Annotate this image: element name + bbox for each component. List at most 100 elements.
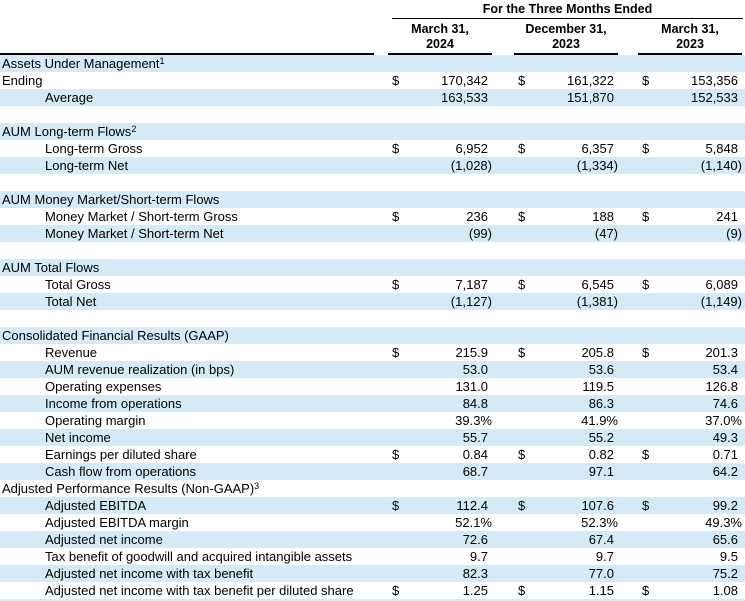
value-cell-period-2: 55.2 [514,429,618,446]
cell-value: 39.3% [455,413,492,428]
row-label-text: Long-term Net [45,158,129,173]
column-gap [618,565,638,582]
value-cell-period-2: (1,334) [514,157,618,174]
currency-symbol [388,429,392,446]
row-label-text: Average [45,90,94,105]
cell-value: 201.3 [705,345,738,360]
value-cell-period-3: 49.3% [638,514,742,531]
currency-symbol [388,242,392,259]
column-gap [492,174,514,191]
cell-value: 65.6 [712,532,738,547]
currency-symbol [514,378,518,395]
cell-value: 77.0 [588,566,614,581]
column-header-period-2: December 31, 2023 [514,19,618,55]
column-gap [492,276,514,293]
currency-symbol [638,157,642,174]
column-header-month: March 31, [411,22,469,36]
value-cell-period-2 [514,174,618,191]
cell-value: 37.0% [705,413,742,428]
row-label-text: AUM revenue realization (in bps) [45,362,235,377]
currency-symbol [388,191,392,208]
cell-value: 188 [592,209,614,224]
currency-symbol [514,89,518,106]
column-gap [618,242,638,259]
cell-value: 68.7 [462,464,488,479]
currency-symbol [638,242,642,259]
currency-symbol [638,55,642,72]
value-cell-period-1: $6,952 [388,140,492,157]
value-cell-period-1: $170,342 [388,72,492,89]
currency-symbol [638,361,642,378]
column-gap [618,259,638,276]
row-label-text: Revenue [45,345,98,360]
currency-symbol: $ [518,447,526,462]
cell-value [738,310,742,327]
row-label: AUM revenue realization (in bps) [0,361,388,378]
row-label-text: Earnings per diluted share [45,447,197,462]
cell-value: 9.7 [595,549,614,564]
column-gap [492,106,514,123]
currency-symbol: $ [392,209,400,224]
column-gap [492,344,514,361]
value-cell-period-3: 126.8 [638,378,742,395]
column-gap [618,361,638,378]
value-cell-period-1: 9.7 [388,548,492,565]
value-cell-period-1: 82.3 [388,565,492,582]
currency-symbol [514,123,518,140]
column-gap [492,582,514,599]
row-label: Long-term Gross [0,140,388,157]
value-cell-period-2 [514,259,618,276]
value-cell-period-2: 77.0 [514,565,618,582]
column-header-year: 2023 [676,37,704,51]
currency-symbol: $ [518,583,526,598]
currency-symbol: $ [392,498,400,513]
column-gap [618,463,638,480]
cell-value: 152,533 [691,90,738,105]
bottom-band [0,599,745,601]
value-cell-period-2: $6,357 [514,140,618,157]
cell-value: 6,545 [581,277,614,292]
value-cell-period-1 [388,259,492,276]
value-cell-period-1: $236 [388,208,492,225]
cell-value: 5,848 [705,141,738,156]
column-gap [618,157,638,174]
cell-value: 6,089 [705,277,738,292]
column-headers-row: March 31, 2024 December 31, 2023 March 3… [0,19,745,55]
value-cell-period-1 [388,106,492,123]
column-gap [492,157,514,174]
cell-value: 6,952 [455,141,488,156]
column-gap [492,208,514,225]
value-cell-period-2: 67.4 [514,531,618,548]
value-cell-period-3 [638,191,742,208]
value-cell-period-1 [388,327,492,344]
value-cell-period-3 [638,259,742,276]
column-gap [492,395,514,412]
value-cell-period-1: $215.9 [388,344,492,361]
cell-value: 49.3 [712,430,738,445]
currency-symbol [638,106,642,123]
currency-symbol [638,548,642,565]
column-gap [492,259,514,276]
currency-symbol [388,310,392,327]
currency-symbol [638,480,642,497]
currency-symbol: $ [392,583,400,598]
table-row: AUM revenue realization (in bps) 53.0 53… [0,361,745,378]
table-row: Total Net (1,127) (1,381) (1,149) [0,293,745,310]
cell-value: 84.8 [462,396,488,411]
column-gap [492,72,514,89]
row-label-text: Operating margin [45,413,146,428]
column-gap [618,140,638,157]
row-label-text: Total Gross [45,277,111,292]
cell-value: 74.6 [712,396,738,411]
currency-symbol: $ [518,209,526,224]
row-label: Long-term Net [0,157,388,174]
row-label: Income from operations [0,395,388,412]
currency-symbol [514,259,518,276]
currency-symbol [388,378,392,395]
value-cell-period-3: 65.6 [638,531,742,548]
value-cell-period-2: 97.1 [514,463,618,480]
table-header: For the Three Months Ended March 31, 202… [0,0,745,55]
column-gap [618,55,638,72]
value-cell-period-3 [638,55,742,72]
table-body: Assets Under Management1 Ending $170,342… [0,55,745,599]
